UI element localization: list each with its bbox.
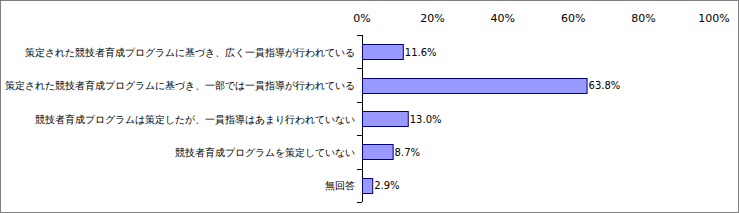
category-label: 策定された競技者育成プログラムに基づき、広く一貫指導が行われている: [25, 47, 355, 58]
category-separator: [357, 202, 362, 203]
category-label: 競技者育成プログラムを策定していない: [175, 147, 355, 158]
category-label: 競技者育成プログラムは策定したが、一貫指導はあまり行われていない: [35, 114, 355, 125]
bar: [363, 179, 373, 194]
data-label: 13.0%: [410, 114, 442, 125]
category-separator: [357, 68, 362, 69]
bar: [363, 45, 404, 60]
bar: [363, 112, 409, 127]
x-tick-label: 100%: [698, 12, 729, 25]
data-label: 2.9%: [374, 180, 399, 191]
data-label: 63.8%: [589, 80, 621, 91]
category-separator: [357, 135, 362, 136]
data-label: 11.6%: [405, 47, 437, 58]
x-tick-label: 20%: [420, 12, 444, 25]
x-tick-label: 60%: [561, 12, 585, 25]
category-separator: [357, 35, 362, 36]
category-separator: [357, 102, 362, 103]
x-tick-label: 40%: [491, 12, 515, 25]
data-label: 8.7%: [395, 147, 420, 158]
x-tick-label: 80%: [631, 12, 655, 25]
bar: [363, 145, 394, 160]
category-separator: [357, 169, 362, 170]
chart: 0% 20% 40% 60% 80% 100% 策定された競技者育成プログラムに基づき、広く…: [0, 0, 739, 213]
bar: [363, 79, 588, 94]
category-label: 無回答: [325, 180, 355, 191]
bars: [363, 45, 588, 194]
frame: [1, 1, 739, 213]
x-tick-label: 0%: [353, 12, 370, 25]
category-label: 策定された競技者育成プログラムに基づき、一部では一貫指導が行われている: [5, 80, 355, 91]
